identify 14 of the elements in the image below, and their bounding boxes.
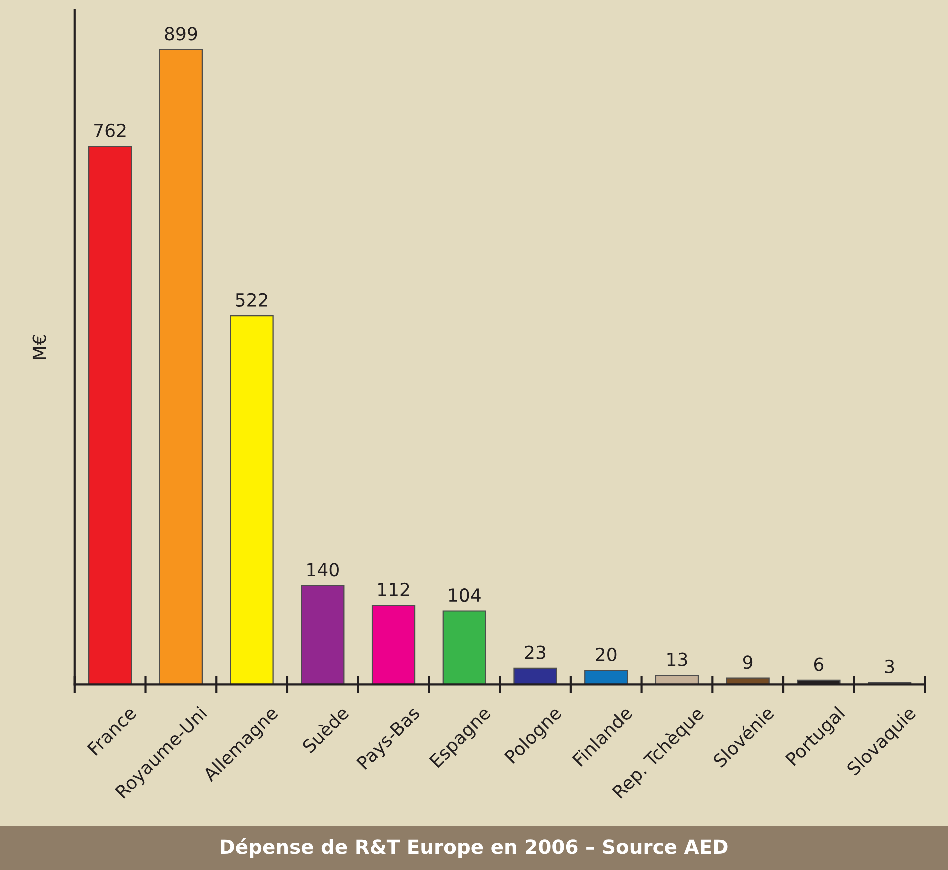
data-label: 13	[668, 652, 688, 666]
data-label: 140	[308, 563, 339, 577]
data-label: 23	[525, 646, 546, 660]
data-label: 9	[743, 656, 753, 670]
data-label: 104	[449, 588, 481, 602]
data-label: 20	[596, 648, 617, 662]
data-label: 762	[94, 124, 126, 138]
data-label: 6	[814, 658, 824, 672]
data-label: 899	[165, 27, 198, 41]
data-label: 112	[378, 582, 410, 596]
y-axis-title: M€	[32, 335, 46, 360]
data-label: 3	[885, 660, 894, 674]
text: Dépense de R&T Europe en 2006 – Source AED	[221, 838, 728, 858]
data-label: 522	[236, 293, 268, 307]
